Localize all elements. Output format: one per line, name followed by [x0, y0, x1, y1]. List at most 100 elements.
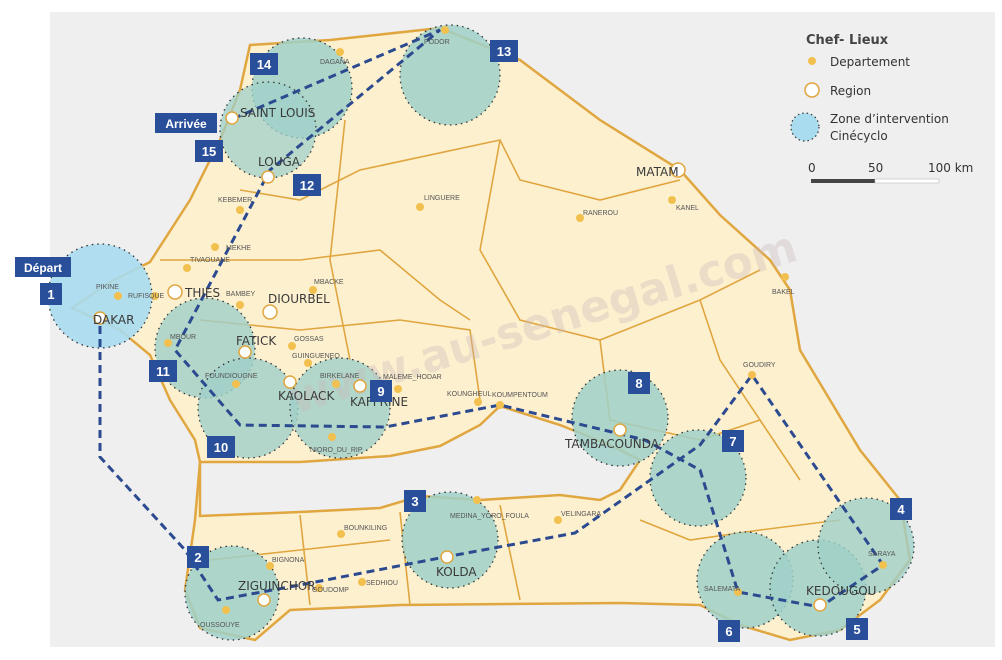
legend-zone-icon	[790, 112, 820, 142]
zone-3	[401, 491, 499, 589]
svg-text:Départ: Départ	[24, 261, 62, 275]
label-diourbel: DIOURBEL	[268, 292, 330, 306]
scale-50: 50	[868, 161, 883, 175]
label-goudomp: GOUDOMP	[312, 587, 349, 594]
label-dagana: DAGANA	[320, 59, 350, 66]
region-dot-kaffrine	[353, 379, 367, 393]
label-sedhiou: SEDHIOU	[366, 580, 398, 587]
arrivee-tag: Arrivée	[155, 113, 217, 133]
label-kebemer: KEBEMER	[218, 197, 252, 204]
stage-marker-15[interactable]: 15	[195, 140, 223, 162]
label-salemata: SALEMATA	[704, 586, 741, 593]
label-kaolack: KAOLACK	[278, 389, 335, 403]
region-dot-tambacounda	[613, 423, 627, 437]
label-pikine: PIKINE	[96, 284, 119, 291]
stage-marker-9[interactable]: 9	[370, 380, 392, 402]
label-guinguineo: GUINGUENEO	[292, 353, 340, 360]
svg-text:8: 8	[635, 376, 642, 391]
label-birkelane: BIRKELANE	[320, 373, 360, 380]
label-kanel: KANEL	[676, 205, 699, 212]
legend-title: Chef- Lieux	[806, 33, 889, 48]
gambia	[198, 404, 642, 518]
label-saint-louis: SAINT LOUIS	[240, 106, 315, 120]
legend-departement-icon	[808, 57, 816, 65]
stage-marker-10[interactable]: 10	[207, 436, 235, 458]
zone-4	[817, 497, 915, 595]
stage-marker-4[interactable]: 4	[890, 498, 912, 520]
region-dot-kolda	[440, 550, 454, 564]
region-dot-fatick	[238, 345, 252, 359]
label-saraya: SARAYA	[868, 551, 896, 558]
stage-marker-11[interactable]: 11	[149, 360, 177, 382]
label-mbacke: MBACKE	[314, 279, 344, 286]
svg-text:15: 15	[202, 144, 216, 159]
label-maleme-hodar: MALEME_HODAR	[383, 374, 442, 381]
region-capitals	[93, 111, 827, 612]
label-ranerou: RANEROU	[583, 210, 618, 217]
label-linguere: LINGUERE	[424, 195, 460, 202]
svg-text:2: 2	[194, 550, 201, 565]
label-fatick: FATICK	[236, 334, 277, 348]
label-gossas: GOSSAS	[294, 336, 324, 343]
zone-2	[184, 545, 280, 641]
stage-marker-14[interactable]: 14	[250, 53, 278, 75]
zone-15	[219, 81, 317, 179]
stage-marker-5[interactable]: 5	[846, 618, 868, 640]
stage-marker-13[interactable]: 13	[490, 40, 518, 62]
label-bignona: BIGNONA	[272, 557, 305, 564]
label-medina-yoro-foula: MEDINA_YORO_FOULA	[450, 513, 529, 520]
label-kedougou: KEDOUGOU	[806, 584, 876, 598]
svg-text:3: 3	[411, 494, 418, 509]
label-tambacounda: TAMBACOUNDA	[564, 437, 660, 451]
legend-departement: Departement	[830, 55, 910, 69]
region-dot-kedougou	[813, 598, 827, 612]
svg-text:Arrivée: Arrivée	[165, 117, 207, 131]
svg-text:11: 11	[156, 364, 170, 379]
region-dot-diourbel	[262, 304, 278, 320]
region-dot-kaolack	[283, 375, 297, 389]
label-tivaouane: TIVAOUANE	[190, 257, 230, 264]
label-rufisque: RUFISQUE	[128, 293, 165, 300]
legend-region: Region	[830, 84, 871, 98]
stage-marker-12[interactable]: 12	[293, 174, 321, 196]
label-foundiougne: FOUNDIOUGNE	[205, 373, 258, 380]
label-podor: PODOR	[424, 39, 450, 46]
stage-marker-6[interactable]: 6	[718, 620, 740, 642]
label-bakel: BAKEL	[772, 289, 795, 296]
departement-labels: PIKINE RUFISQUE PODOR DAGANA KEBEMER MEK…	[96, 39, 896, 629]
zone-13	[399, 24, 501, 126]
legend-region-icon	[804, 82, 820, 98]
zone-7	[649, 429, 747, 527]
scale-bar-light	[874, 178, 940, 184]
label-ziguinchor: ZIGUINCHOR	[238, 579, 316, 593]
departement-dots	[114, 26, 887, 614]
svg-text:13: 13	[497, 44, 511, 59]
region-dot-ziguinchor	[257, 593, 271, 607]
stage-marker-2[interactable]: 2	[187, 546, 209, 568]
label-velingara: VELINGARA	[561, 511, 601, 518]
svg-text:1: 1	[47, 287, 54, 302]
svg-text:7: 7	[729, 434, 736, 449]
label-dakar: DAKAR	[93, 313, 134, 327]
label-thies: THIES	[184, 286, 220, 300]
region-dot-louga	[261, 170, 275, 184]
label-koumpentoum: KOUMPENTOUM	[492, 392, 548, 399]
region-dot-thies	[167, 284, 183, 300]
label-louga: LOUGA	[258, 155, 301, 169]
legend-zone-line1: Zone d’intervention	[830, 112, 949, 126]
svg-text:6: 6	[725, 624, 732, 639]
stage-marker-3[interactable]: 3	[404, 490, 426, 512]
label-nioro-du-rip: NIORO_DU_RIP	[310, 447, 363, 454]
region-dot-saint-louis	[225, 111, 239, 125]
legend: Chef- Lieux Departement Region Zone d’in…	[790, 33, 973, 184]
stage-marker-7[interactable]: 7	[722, 430, 744, 452]
label-bounkiling: BOUNKILING	[344, 525, 387, 532]
label-mbour: MBOUR	[170, 334, 196, 341]
stage-marker-1[interactable]: 1	[40, 283, 62, 305]
stage-marker-8[interactable]: 8	[628, 372, 650, 394]
label-matam: MATAM	[636, 165, 679, 179]
svg-text:14: 14	[257, 57, 272, 72]
label-oussouye: OUSSOUYE	[200, 622, 240, 629]
